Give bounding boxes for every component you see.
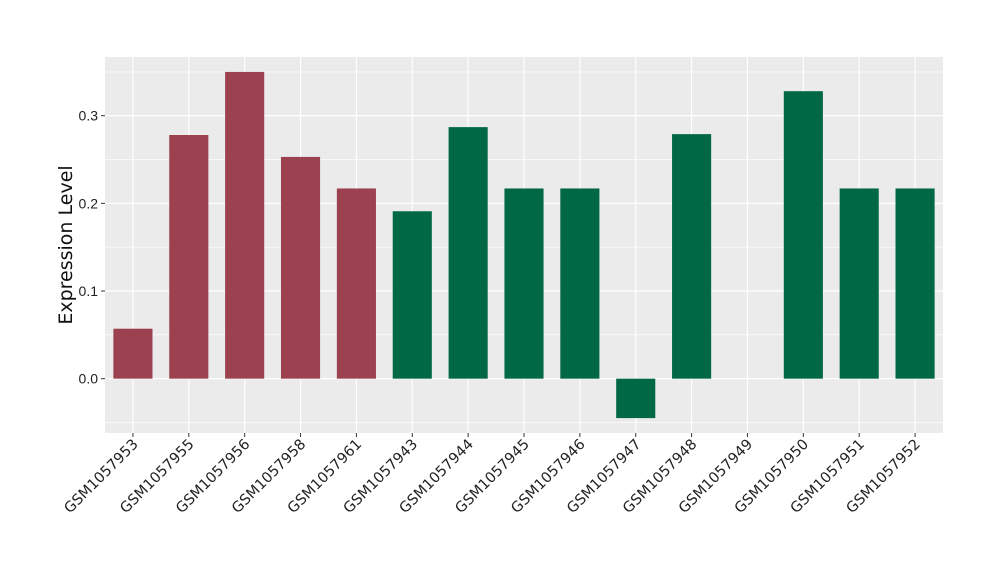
x-axis: GSM1057953GSM1057955GSM1057956GSM1057958…	[61, 433, 924, 517]
bar-GSM1057956	[225, 71, 265, 379]
bar-GSM1057955	[169, 135, 209, 379]
bar-GSM1057944	[448, 127, 488, 379]
bars	[113, 71, 935, 419]
y-tick-label: 0.3	[79, 108, 99, 124]
y-tick-label: 0.1	[79, 283, 99, 299]
bar-GSM1057958	[280, 156, 321, 379]
bar-GSM1057951	[839, 188, 879, 379]
bar-GSM1057947	[616, 378, 656, 419]
y-axis: 0.0 0.1 0.2 0.3	[79, 108, 105, 387]
y-tick-label: 0.2	[79, 195, 99, 211]
y-axis-title: Expression Level	[55, 165, 77, 324]
bar-GSM1057950	[783, 91, 823, 379]
bar-GSM1057961	[336, 188, 376, 379]
y-tick-label: 0.0	[79, 371, 99, 387]
bar-GSM1057953	[113, 328, 153, 379]
bar-GSM1057945	[504, 188, 544, 379]
bar-GSM1057948	[672, 134, 712, 379]
bar-GSM1057943	[392, 211, 432, 379]
bar-GSM1057946	[560, 188, 600, 379]
bar-GSM1057952	[895, 188, 935, 379]
